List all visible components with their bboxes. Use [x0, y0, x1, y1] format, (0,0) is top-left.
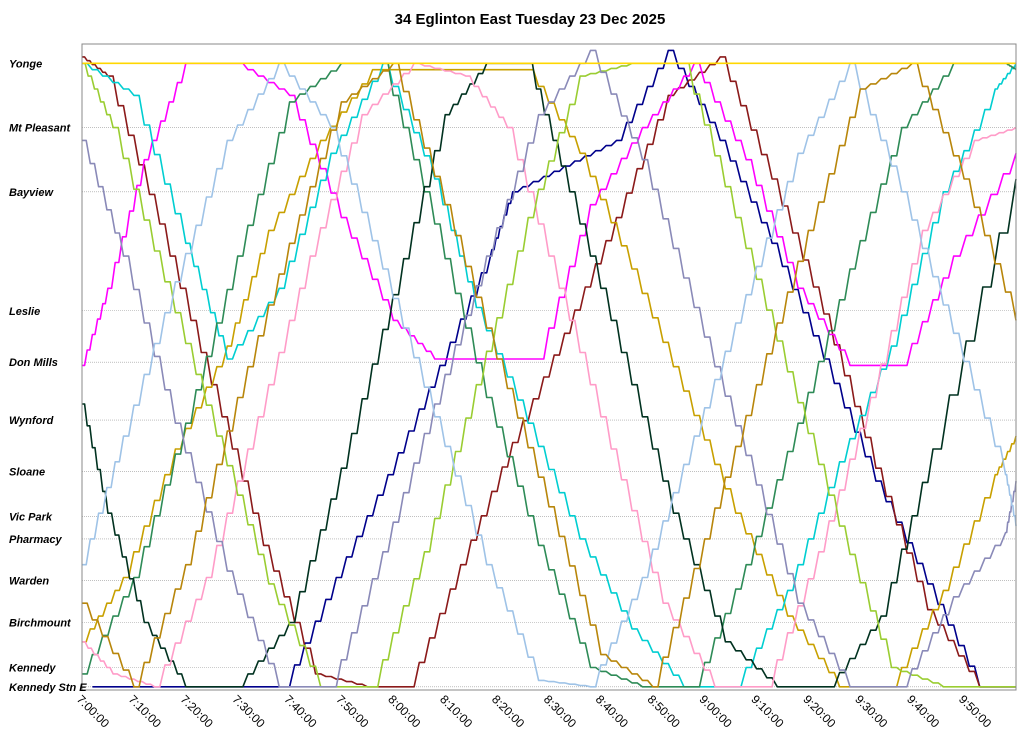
y-axis-labels: Yonge Mt Pleasant Bayview Leslie Don Mills Wy…	[9, 58, 87, 694]
stop-label: Warden	[9, 576, 49, 588]
x-tick-label: 7:50:00	[333, 692, 371, 730]
x-tick-label: 7:10:00	[126, 692, 164, 730]
chart-title: 34 Eglinton East Tuesday 23 Dec 2025	[394, 11, 666, 28]
bus-trace-10	[82, 62, 1017, 688]
x-tick-label: 9:20:00	[800, 692, 838, 730]
stop-label: Wynford	[9, 415, 54, 427]
stop-label: Vic Park	[9, 511, 53, 523]
x-tick-label: 7:40:00	[281, 692, 319, 730]
stop-label: Yonge	[9, 58, 42, 70]
stop-label: Birchmount	[9, 618, 72, 630]
bus-trace-0	[92, 49, 1016, 688]
x-tick-label: 7:30:00	[230, 692, 268, 730]
stop-label: Kennedy	[9, 663, 56, 675]
plot-frame	[81, 43, 1017, 691]
x-tick-label: 9:30:00	[852, 692, 890, 730]
x-tick-label: 8:10:00	[437, 692, 475, 730]
bus-trace-4	[82, 62, 1017, 688]
x-tick-label: 8:40:00	[593, 692, 631, 730]
series-layer	[82, 49, 1017, 688]
bus-trace-8	[82, 62, 1016, 688]
bus-trace-9	[82, 49, 1017, 688]
x-tick-label: 8:30:00	[541, 692, 579, 730]
x-tick-label: 9:10:00	[748, 692, 786, 730]
stop-label: Kennedy Stn E	[9, 682, 87, 694]
stop-label: Leslie	[9, 306, 40, 318]
x-tick-label: 8:50:00	[645, 692, 683, 730]
bus-trace-1	[82, 56, 1016, 688]
x-tick-label: 9:50:00	[956, 692, 994, 730]
stop-label: Don Mills	[9, 357, 58, 369]
x-tick-label: 9:00:00	[697, 692, 735, 730]
bus-trace-7	[82, 62, 1017, 688]
stop-label: Pharmacy	[9, 534, 62, 546]
bus-trace-11	[82, 62, 1017, 688]
x-tick-label: 7:20:00	[178, 692, 216, 730]
stop-label: Bayview	[9, 187, 54, 199]
x-tick-label: 8:00:00	[385, 692, 423, 730]
x-tick-label: 9:40:00	[904, 692, 942, 730]
stop-label: Sloane	[9, 466, 45, 478]
x-tick-label: 7:00:00	[74, 692, 112, 730]
bus-trace-5	[82, 62, 1017, 688]
stop-label: Mt Pleasant	[9, 123, 71, 135]
x-tick-label: 8:20:00	[489, 692, 527, 730]
x-axis-labels: 7:00:00 7:10:00 7:20:00 7:30:00 7:40:00 7:50:…	[74, 692, 995, 730]
